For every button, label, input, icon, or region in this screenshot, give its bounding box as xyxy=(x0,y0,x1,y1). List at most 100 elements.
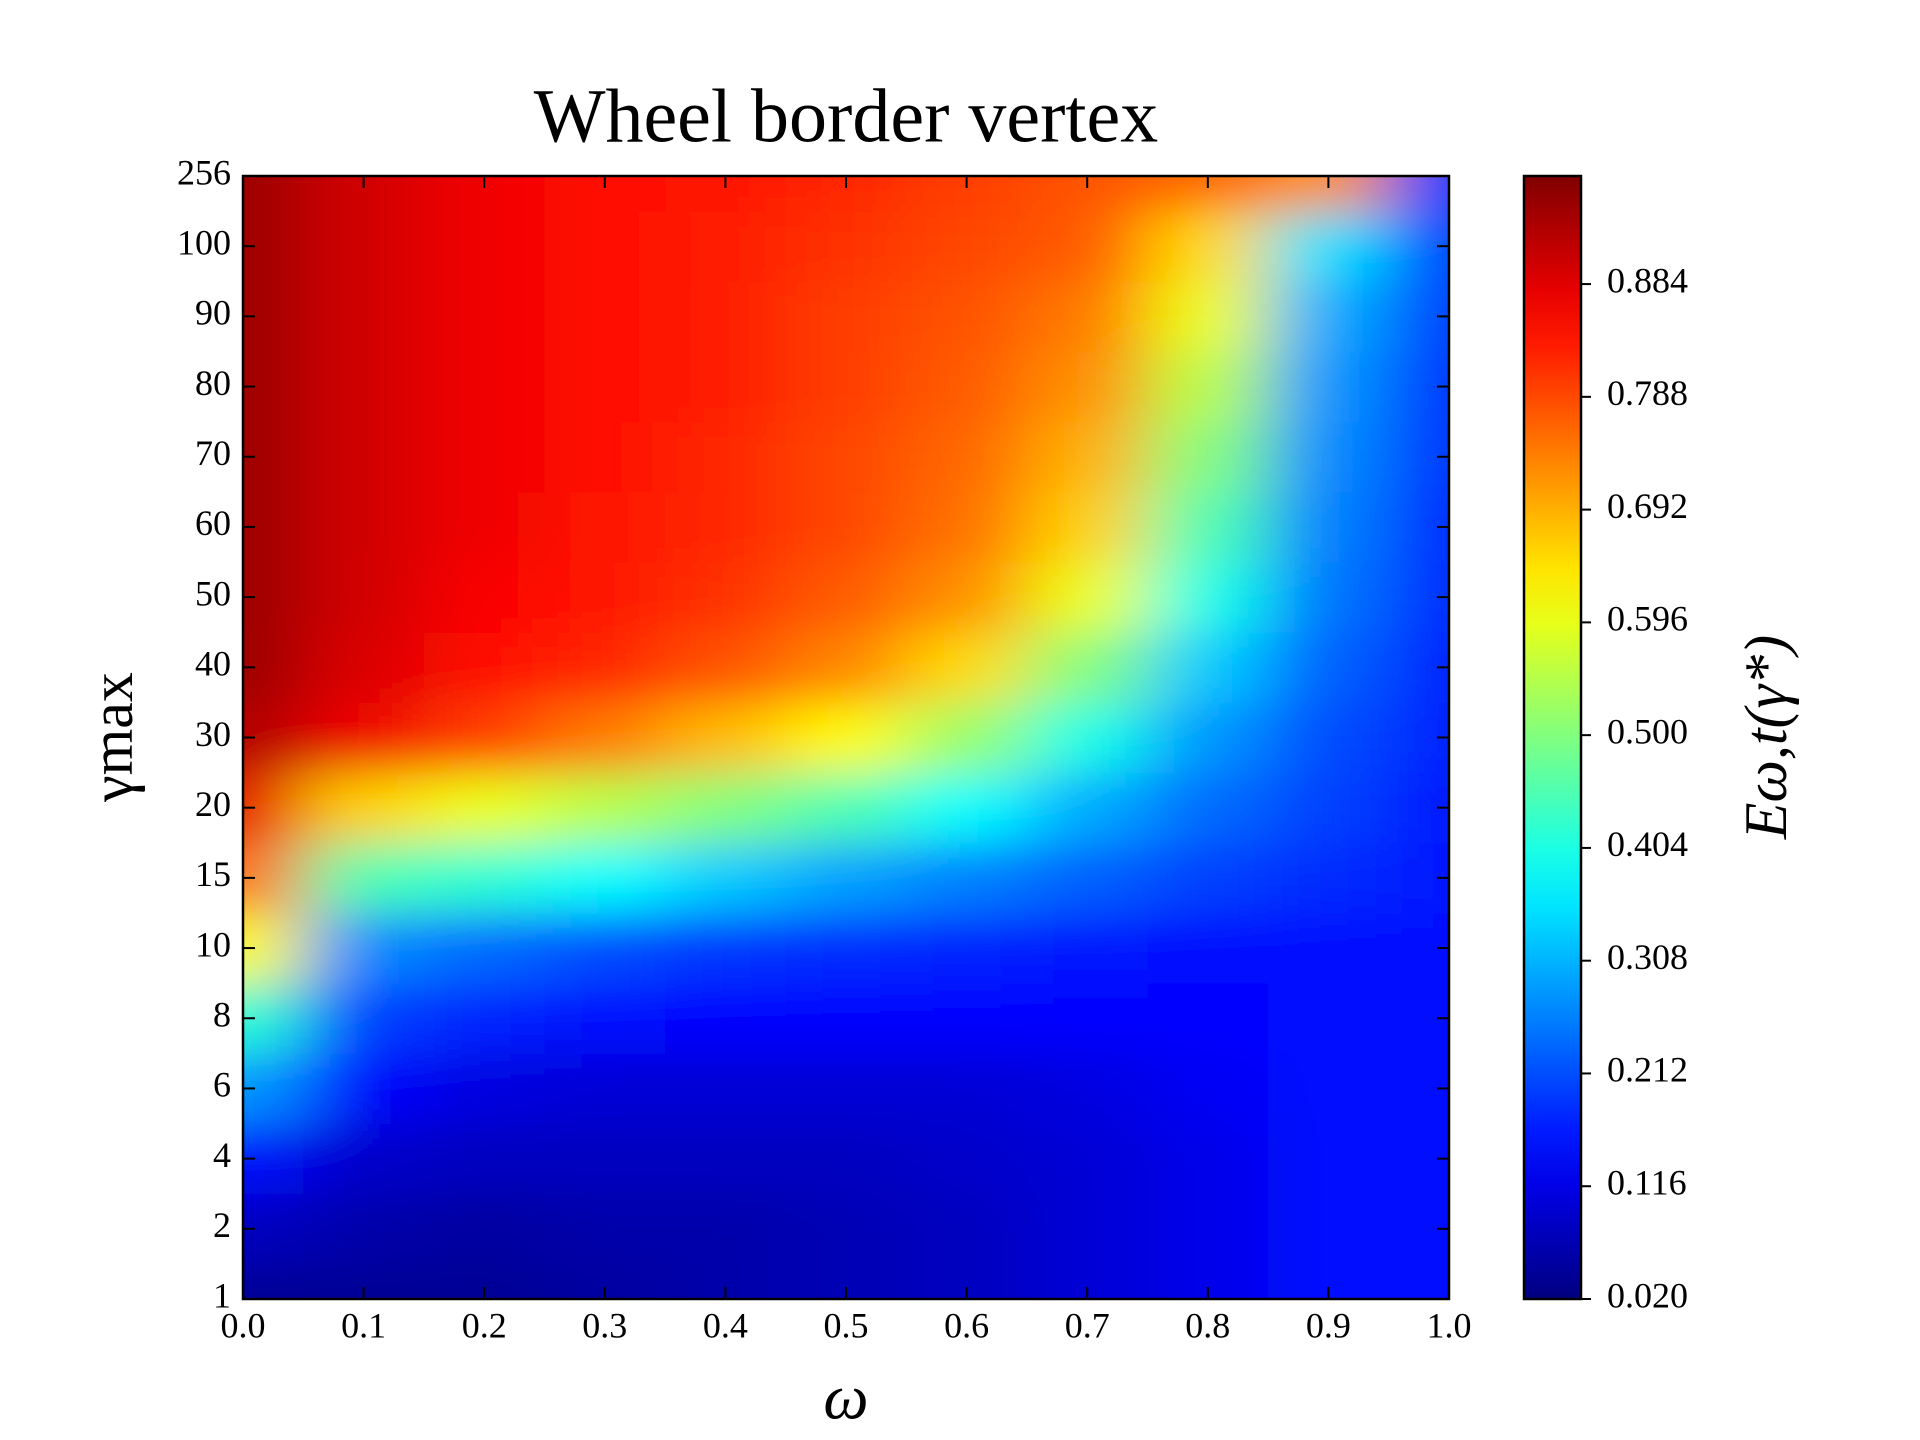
heatmap-cell xyxy=(243,1053,304,1125)
heatmap-cell xyxy=(1147,562,1269,633)
heatmap-cell xyxy=(544,632,666,703)
heatmap-cell xyxy=(1147,702,1269,774)
heatmap-cell xyxy=(544,491,666,563)
colorbar-tick-label: 0.884 xyxy=(1607,260,1688,300)
heatmap-cell xyxy=(423,421,545,493)
heatmap-cell xyxy=(423,1053,545,1125)
y-tick-label: 50 xyxy=(195,573,231,613)
heatmap-cell xyxy=(243,1123,304,1195)
y-tick-label: 70 xyxy=(195,433,231,473)
heatmap-cell xyxy=(423,491,545,563)
heatmap-cell xyxy=(906,491,1028,563)
heatmap-cell xyxy=(1147,211,1269,282)
heatmap-cell xyxy=(303,1123,425,1195)
heatmap-cell xyxy=(1026,632,1148,703)
x-tick-label: 0.1 xyxy=(341,1305,386,1345)
x-tick-label: 0.5 xyxy=(824,1305,869,1345)
heatmap-cell xyxy=(906,842,1028,914)
heatmap-cell xyxy=(303,1053,425,1125)
heatmap-cell xyxy=(906,772,1028,844)
y-tick-label: 10 xyxy=(195,924,231,964)
heatmap-cell xyxy=(1147,1193,1269,1265)
x-tick-label: 0.7 xyxy=(1065,1305,1110,1345)
heatmap-cell xyxy=(1147,281,1269,352)
y-axis-label: γmax xyxy=(79,672,145,803)
heatmap-cell xyxy=(1268,772,1390,844)
heatmap-cell xyxy=(544,211,666,282)
x-tick-label: 0.6 xyxy=(944,1305,989,1345)
heatmap-cell xyxy=(785,421,907,493)
heatmap-cell xyxy=(1268,176,1390,212)
heatmap-cell xyxy=(1026,1053,1148,1125)
heatmap-cell xyxy=(544,281,666,352)
x-tick-label: 0.0 xyxy=(221,1305,266,1345)
heatmap-cell xyxy=(906,912,1028,984)
x-tick-label: 0.2 xyxy=(462,1305,507,1345)
heatmap-cell xyxy=(665,211,787,282)
y-tick-label: 30 xyxy=(195,714,231,754)
heatmap-cell xyxy=(665,702,787,774)
heatmap-cell xyxy=(785,562,907,633)
heatmap-cell xyxy=(544,421,666,493)
heatmap-cell xyxy=(665,632,787,703)
y-tick-label: 80 xyxy=(195,363,231,403)
x-tick-label: 1.0 xyxy=(1427,1305,1472,1345)
heatmap-cell xyxy=(906,281,1028,352)
heatmap-cell xyxy=(1147,1053,1269,1125)
heatmap-cell xyxy=(1026,351,1148,423)
heatmap-cell xyxy=(544,1193,666,1265)
heatmap-cell xyxy=(665,562,787,633)
heatmap-cell xyxy=(303,842,425,914)
heatmap-cell xyxy=(665,351,787,423)
heatmap-cell xyxy=(1388,176,1449,212)
colorbar-tick-label: 0.020 xyxy=(1607,1275,1688,1315)
heatmap-cell xyxy=(303,281,425,352)
chart-title: Wheel border vertex xyxy=(534,74,1159,158)
heatmap-cell xyxy=(544,702,666,774)
heatmap-cell xyxy=(785,702,907,774)
x-tick-label: 0.8 xyxy=(1185,1305,1230,1345)
heatmap-cell xyxy=(544,772,666,844)
heatmap-cell xyxy=(665,912,787,984)
heatmap-cell xyxy=(906,1053,1028,1125)
heatmap-cell xyxy=(785,1123,907,1195)
heatmap-cell xyxy=(1026,281,1148,352)
y-tick-label: 90 xyxy=(195,293,231,333)
colorbar-frame xyxy=(1522,174,1583,1301)
heatmap-cell xyxy=(785,632,907,703)
heatmap-cell xyxy=(423,912,545,984)
y-tick-label: 256 xyxy=(177,152,231,192)
heatmap-cell xyxy=(665,421,787,493)
heatmap-cell xyxy=(423,281,545,352)
heatmap-cell xyxy=(303,983,425,1054)
heatmap-cell xyxy=(303,632,425,703)
colorbar-tick-label: 0.500 xyxy=(1607,711,1688,751)
y-tick-label: 20 xyxy=(195,784,231,824)
heatmap-cell xyxy=(906,1193,1028,1265)
heatmap-cell xyxy=(785,912,907,984)
heatmap-cell xyxy=(1268,211,1390,282)
heatmap-cell xyxy=(665,772,787,844)
heatmap-cell xyxy=(544,1123,666,1195)
heatmap-cell xyxy=(303,351,425,423)
heatmap-cell xyxy=(1147,983,1269,1054)
heatmap-cell xyxy=(544,983,666,1054)
heatmap-cell xyxy=(243,176,304,212)
y-tick-label: 2 xyxy=(213,1205,231,1245)
heatmap-cell xyxy=(1026,562,1148,633)
heatmap-cell xyxy=(1026,702,1148,774)
heatmap-cell xyxy=(906,351,1028,423)
heatmap-cell xyxy=(906,632,1028,703)
heatmap-cell xyxy=(1268,842,1390,914)
heatmap-cell xyxy=(1268,1123,1390,1195)
heatmap-cell xyxy=(665,281,787,352)
heatmap-cell xyxy=(1147,351,1269,423)
heatmap-cell xyxy=(303,491,425,563)
heatmap-cell xyxy=(785,1193,907,1265)
axes: 0.0 0.1 0.2 0.3 0.4 0.5 0.6 0.7 0.8 0.9 1.0 1 2 4 6 8 10… xyxy=(177,152,1688,1345)
heatmap-cell xyxy=(785,281,907,352)
heatmap-cell xyxy=(243,1193,304,1265)
heatmap-cell xyxy=(785,772,907,844)
x-tick-label: 0.9 xyxy=(1306,1305,1351,1345)
